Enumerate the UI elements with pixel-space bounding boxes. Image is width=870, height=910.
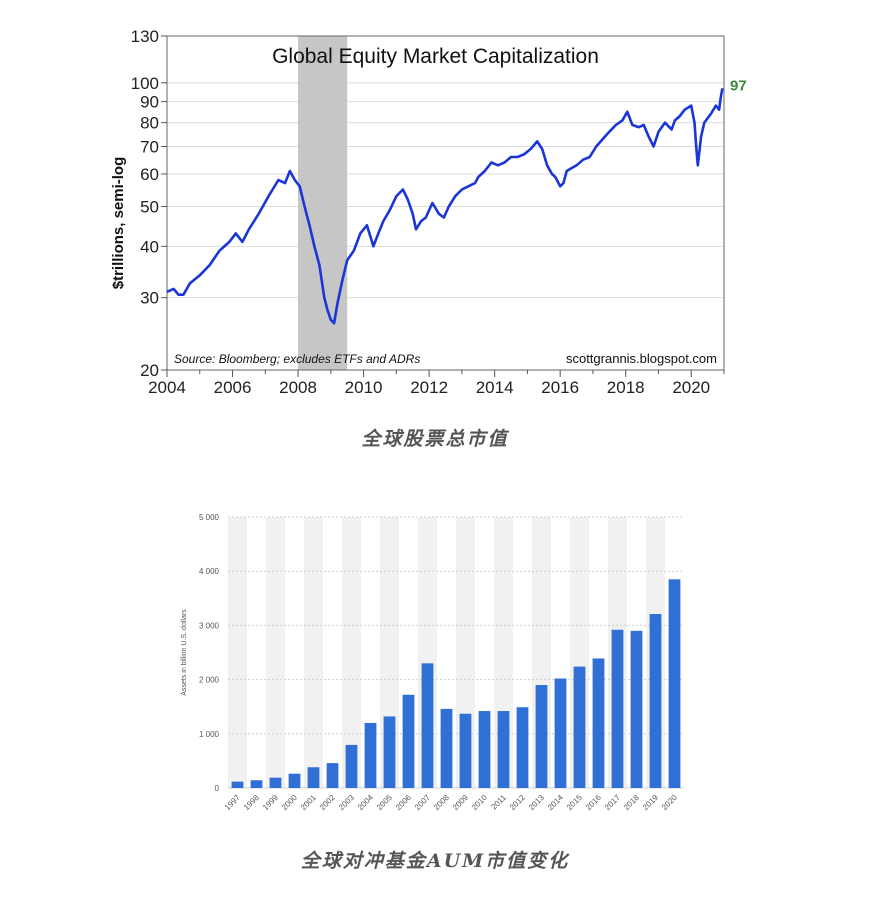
last-value-label: 97 xyxy=(730,77,747,94)
chart2-bar xyxy=(497,711,510,788)
chart2-bar xyxy=(364,722,377,788)
market-cap-line xyxy=(166,88,724,325)
chart2-x-tick-label: 2008 xyxy=(432,793,451,812)
chart2-bar xyxy=(269,777,282,788)
chart2-caption: 全球对冲基金AUM市值变化 xyxy=(300,850,570,872)
chart2-x-tick-label: 1997 xyxy=(223,793,242,812)
chart2-bar xyxy=(478,711,491,788)
chart1-title: Global Equity Market Capitalization xyxy=(272,45,599,68)
chart2-column-stripe xyxy=(304,517,323,788)
chart2-bar xyxy=(288,773,301,788)
chart1-x-axis-ticks: 2004 2006 2008 2010 2012 2014 2016 2018 2020 xyxy=(148,370,725,397)
chart1-plot-frame xyxy=(166,35,725,371)
chart2-bar xyxy=(231,781,244,788)
chart2-y-tick-label: 0 xyxy=(215,784,220,793)
chart2-y-axis-ticks: 5 000 4 000 3 000 2 000 1 000 0 xyxy=(199,513,220,793)
chart2-x-tick-label: 2016 xyxy=(584,793,603,812)
chart2-x-tick-label: 2009 xyxy=(451,793,470,812)
chart1-y-tick-label: 80 xyxy=(140,114,159,133)
chart2-bar xyxy=(421,663,434,788)
chart2-column-stripe xyxy=(266,517,285,788)
chart1-y-tick-label: 60 xyxy=(140,165,159,184)
chart2-x-tick-label: 2020 xyxy=(660,793,679,812)
chart1-x-tick-label: 2018 xyxy=(607,378,645,397)
chart2-bar xyxy=(630,630,643,788)
chart2-x-tick-label: 2005 xyxy=(375,793,394,812)
recession-shading xyxy=(298,36,348,370)
chart2-x-tick-label: 2017 xyxy=(603,793,622,812)
chart1-y-tick-label: 100 xyxy=(131,74,159,93)
chart2-bar xyxy=(611,629,624,788)
chart2-column-stripe xyxy=(228,517,247,788)
chart2-y-axis-label: Assets in billion U.S. dollars xyxy=(181,609,188,696)
chart2-bar xyxy=(459,713,472,788)
chart1-y-tick-label: 30 xyxy=(140,289,159,308)
chart2-x-tick-label: 2010 xyxy=(470,793,489,812)
chart2-bar xyxy=(250,780,263,788)
chart2-bar xyxy=(573,666,586,788)
chart2-bar xyxy=(383,716,396,788)
chart1-watermark: scottgrannis.blogspot.com xyxy=(566,351,717,366)
chart2-y-tick-label: 2 000 xyxy=(199,676,220,685)
chart2-bar xyxy=(326,763,339,788)
chart2-bar xyxy=(345,744,358,788)
chart2-x-tick-label: 2002 xyxy=(318,793,337,812)
chart2-bar xyxy=(592,658,605,788)
chart2-bar xyxy=(535,685,548,788)
chart2-x-axis-ticks: 1997 1998 1999 2000 2001 2002 2003 2004 2005 2006… xyxy=(223,793,679,812)
chart2-x-tick-label: 2007 xyxy=(413,793,432,812)
chart2-bar xyxy=(649,614,662,788)
chart2-x-tick-label: 2014 xyxy=(546,793,565,812)
chart1-y-tick-label: 50 xyxy=(140,197,159,216)
chart2-y-tick-label: 3 000 xyxy=(199,621,220,630)
chart2-bar xyxy=(307,767,320,788)
chart1-y-tick-label: 70 xyxy=(140,137,159,156)
chart2-x-tick-label: 2006 xyxy=(394,793,413,812)
chart1-y-tick-label: 90 xyxy=(140,93,159,112)
chart2-y-tick-label: 4 000 xyxy=(199,567,220,576)
chart1-y-tick-label: 40 xyxy=(140,237,159,256)
chart1-caption: 全球股票总市值 xyxy=(361,428,509,450)
chart2-bar xyxy=(668,579,681,788)
chart1-y-tick-label: 20 xyxy=(140,361,159,380)
chart1-grid xyxy=(167,82,724,299)
chart2-x-tick-label: 1999 xyxy=(261,793,280,812)
chart1-source-note: Source: Bloomberg; excludes ETFs and ADR… xyxy=(174,352,420,366)
chart2-bar xyxy=(516,707,529,788)
chart2-x-tick-label: 2013 xyxy=(527,793,546,812)
chart2-x-tick-label: 1998 xyxy=(242,793,261,812)
chart2-column-stripe xyxy=(342,517,361,788)
chart2-x-tick-label: 2004 xyxy=(356,793,375,812)
chart2-x-tick-label: 2019 xyxy=(641,793,660,812)
chart2-x-tick-label: 2001 xyxy=(299,793,318,812)
chart1-x-tick-label: 2020 xyxy=(672,378,710,397)
chart2-x-tick-label: 2003 xyxy=(337,793,356,812)
chart2-x-tick-label: 2000 xyxy=(280,793,299,812)
chart1-x-tick-label: 2010 xyxy=(345,378,383,397)
chart2-y-tick-label: 5 000 xyxy=(199,513,220,522)
chart1-x-tick-label: 2004 xyxy=(148,378,186,397)
chart1-y-axis-label: $trillions, semi-log xyxy=(110,157,127,290)
chart2-x-tick-label: 2015 xyxy=(565,793,584,812)
chart1-x-tick-label: 2008 xyxy=(279,378,317,397)
chart2-x-tick-label: 2011 xyxy=(489,793,508,812)
chart2-bars xyxy=(231,579,681,788)
chart2-bar xyxy=(440,708,453,788)
chart1-x-tick-label: 2016 xyxy=(541,378,579,397)
chart2-grid xyxy=(228,516,684,789)
chart1-x-tick-label: 2014 xyxy=(476,378,514,397)
chart2-x-tick-label: 2012 xyxy=(508,793,527,812)
chart1-y-tick-label: 130 xyxy=(131,27,159,46)
chart1-x-tick-label: 2006 xyxy=(214,378,252,397)
chart2-x-tick-label: 2018 xyxy=(622,793,641,812)
chart1-x-tick-label: 2012 xyxy=(410,378,448,397)
chart2-bar xyxy=(554,678,567,788)
chart2-y-tick-label: 1 000 xyxy=(199,730,220,739)
chart2-bar xyxy=(402,694,415,788)
